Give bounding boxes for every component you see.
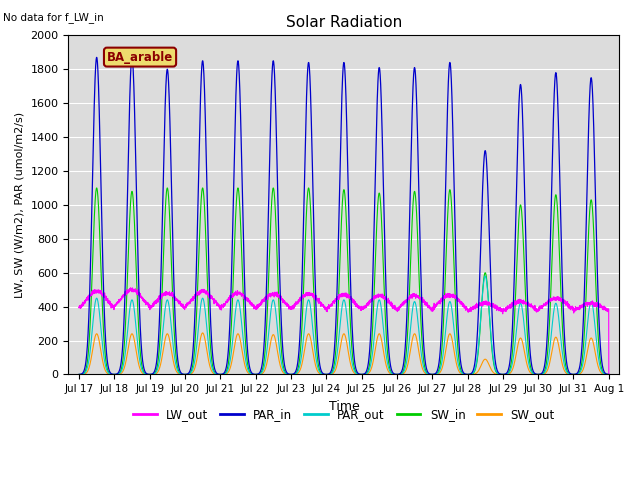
Text: BA_arable: BA_arable [107, 50, 173, 63]
Title: Solar Radiation: Solar Radiation [286, 15, 402, 30]
X-axis label: Time: Time [328, 400, 359, 413]
Y-axis label: LW, SW (W/m2), PAR (umol/m2/s): LW, SW (W/m2), PAR (umol/m2/s) [15, 112, 25, 298]
Legend: LW_out, PAR_in, PAR_out, SW_in, SW_out: LW_out, PAR_in, PAR_out, SW_in, SW_out [129, 404, 559, 426]
Text: No data for f_LW_in: No data for f_LW_in [3, 12, 104, 23]
